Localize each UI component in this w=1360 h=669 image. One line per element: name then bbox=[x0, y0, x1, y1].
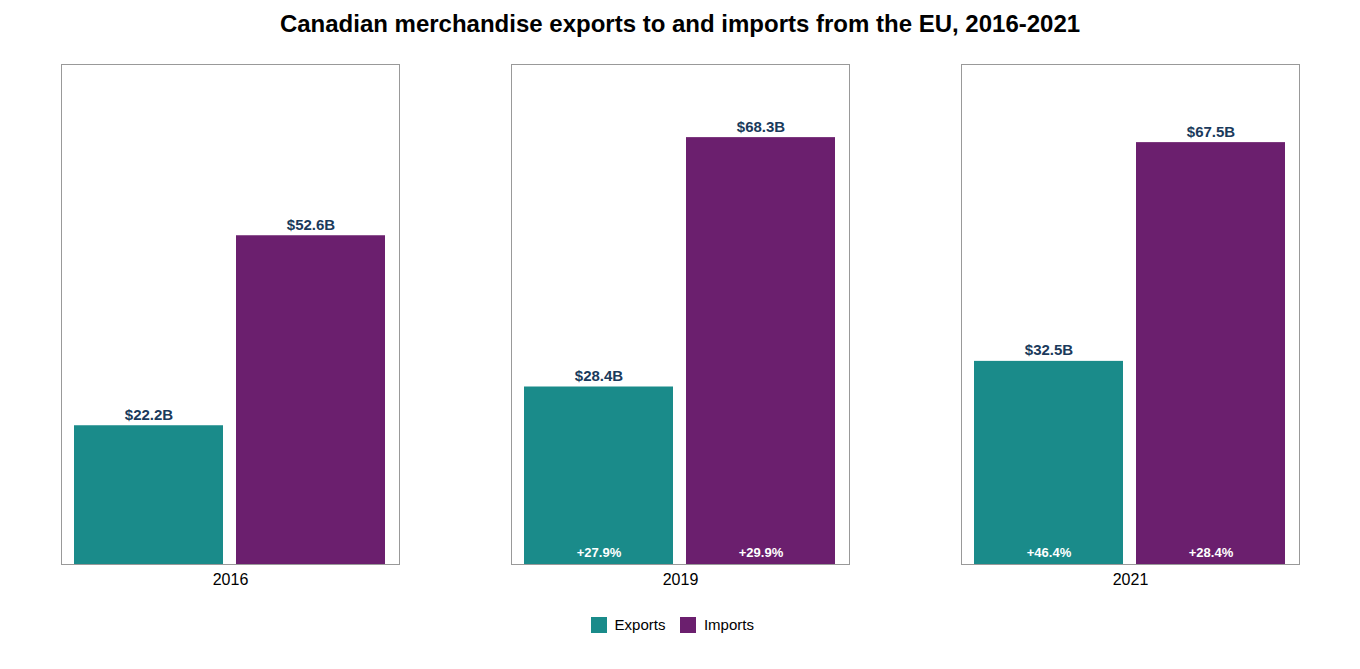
svg-text:$22.2B: $22.2B bbox=[125, 406, 174, 423]
svg-text:$68.3B: $68.3B bbox=[737, 118, 786, 135]
svg-text:$52.6B: $52.6B bbox=[287, 216, 336, 233]
svg-text:2019: 2019 bbox=[663, 571, 699, 588]
svg-text:$32.5B: $32.5B bbox=[1025, 341, 1074, 358]
svg-text:+29.9%: +29.9% bbox=[739, 545, 784, 560]
svg-text:$67.5B: $67.5B bbox=[1187, 123, 1236, 140]
html-text:Canadian merchandise exports t: Canadian merchandise exports to and impo… bbox=[279, 10, 1081, 37]
svg-text:2016: 2016 bbox=[213, 571, 249, 588]
html-text:Exports: Exports bbox=[614, 616, 666, 633]
svg-text:$28.4B: $28.4B bbox=[575, 367, 624, 384]
svg-text:2021: 2021 bbox=[1113, 571, 1149, 588]
svg-text:+46.4%: +46.4% bbox=[1027, 545, 1072, 560]
html-text:Imports: Imports bbox=[703, 616, 754, 633]
svg-text:+27.9%: +27.9% bbox=[577, 545, 622, 560]
svg-text:+28.4%: +28.4% bbox=[1189, 545, 1234, 560]
